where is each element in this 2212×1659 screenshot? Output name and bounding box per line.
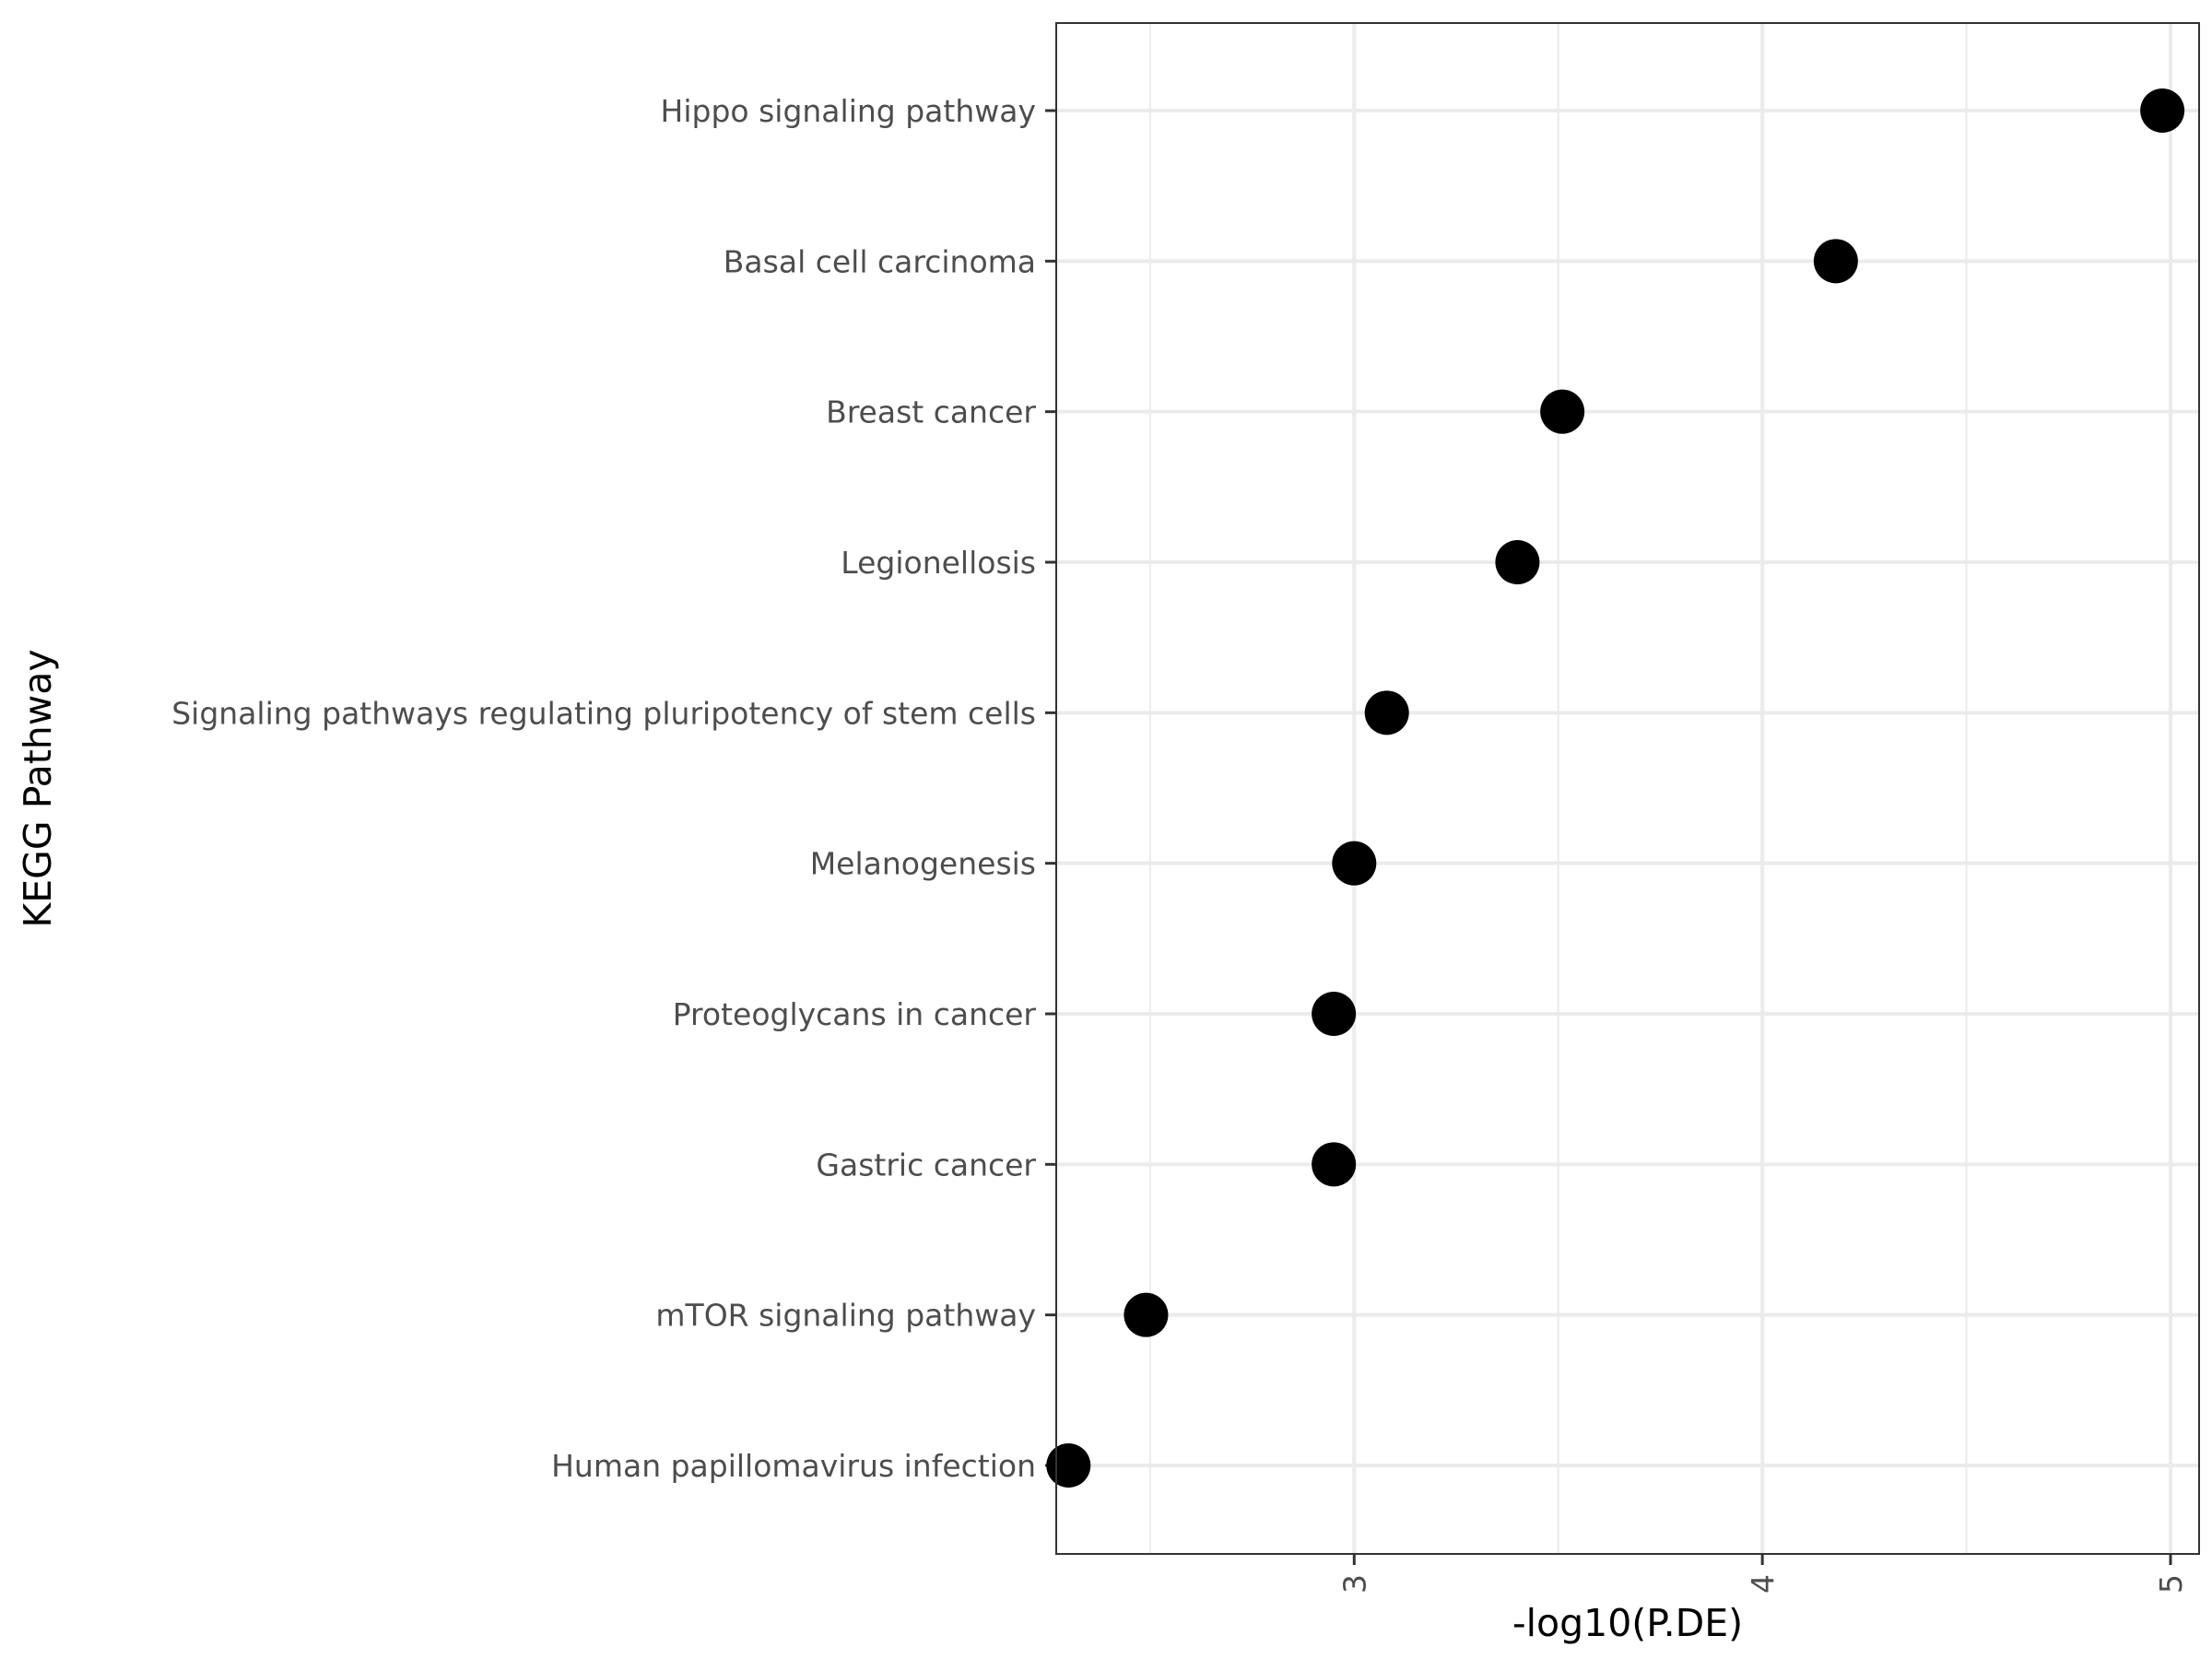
x-tick-label: 3 (1336, 1574, 1372, 1594)
y-category-label: Signaling pathways regulating pluripoten… (171, 695, 1036, 731)
plot-panel-border (1055, 22, 2200, 1555)
y-category-label: Breast cancer (826, 394, 1036, 430)
data-point (1495, 540, 1540, 584)
data-point (1312, 1142, 1357, 1187)
y-category-label: Legionellosis (841, 545, 1036, 581)
data-point (1813, 239, 1858, 284)
data-point (1540, 389, 1585, 434)
data-point (1312, 992, 1357, 1036)
axis-ticks (1045, 109, 2172, 1565)
data-point (1046, 1443, 1091, 1488)
y-category-label: Gastric cancer (816, 1147, 1036, 1182)
data-point (1124, 1292, 1169, 1337)
data-point (1332, 841, 1377, 886)
data-points (1046, 88, 2185, 1488)
y-category-labels: Hippo signaling pathway Basal cell carcin… (171, 93, 1036, 1484)
x-tick-labels: 3 4 5 (1336, 1574, 2189, 1594)
grid-lines (1056, 23, 2199, 1554)
x-tick-label: 5 (2153, 1574, 2189, 1594)
y-category-label: Hippo signaling pathway (661, 93, 1036, 129)
x-axis-title: -log10(P.DE) (1512, 1601, 1743, 1645)
y-axis-title: KEGG Pathway (16, 649, 60, 927)
y-category-label: Basal cell carcinoma (724, 243, 1036, 279)
data-point (1364, 690, 1409, 735)
y-category-label: Proteoglycans in cancer (673, 996, 1037, 1032)
x-tick-label: 4 (1745, 1574, 1781, 1594)
y-category-label: Human papillomavirus infection (551, 1448, 1036, 1484)
data-point (2140, 88, 2185, 133)
y-category-label: Melanogenesis (810, 846, 1036, 882)
y-category-label: mTOR signaling pathway (655, 1298, 1036, 1334)
